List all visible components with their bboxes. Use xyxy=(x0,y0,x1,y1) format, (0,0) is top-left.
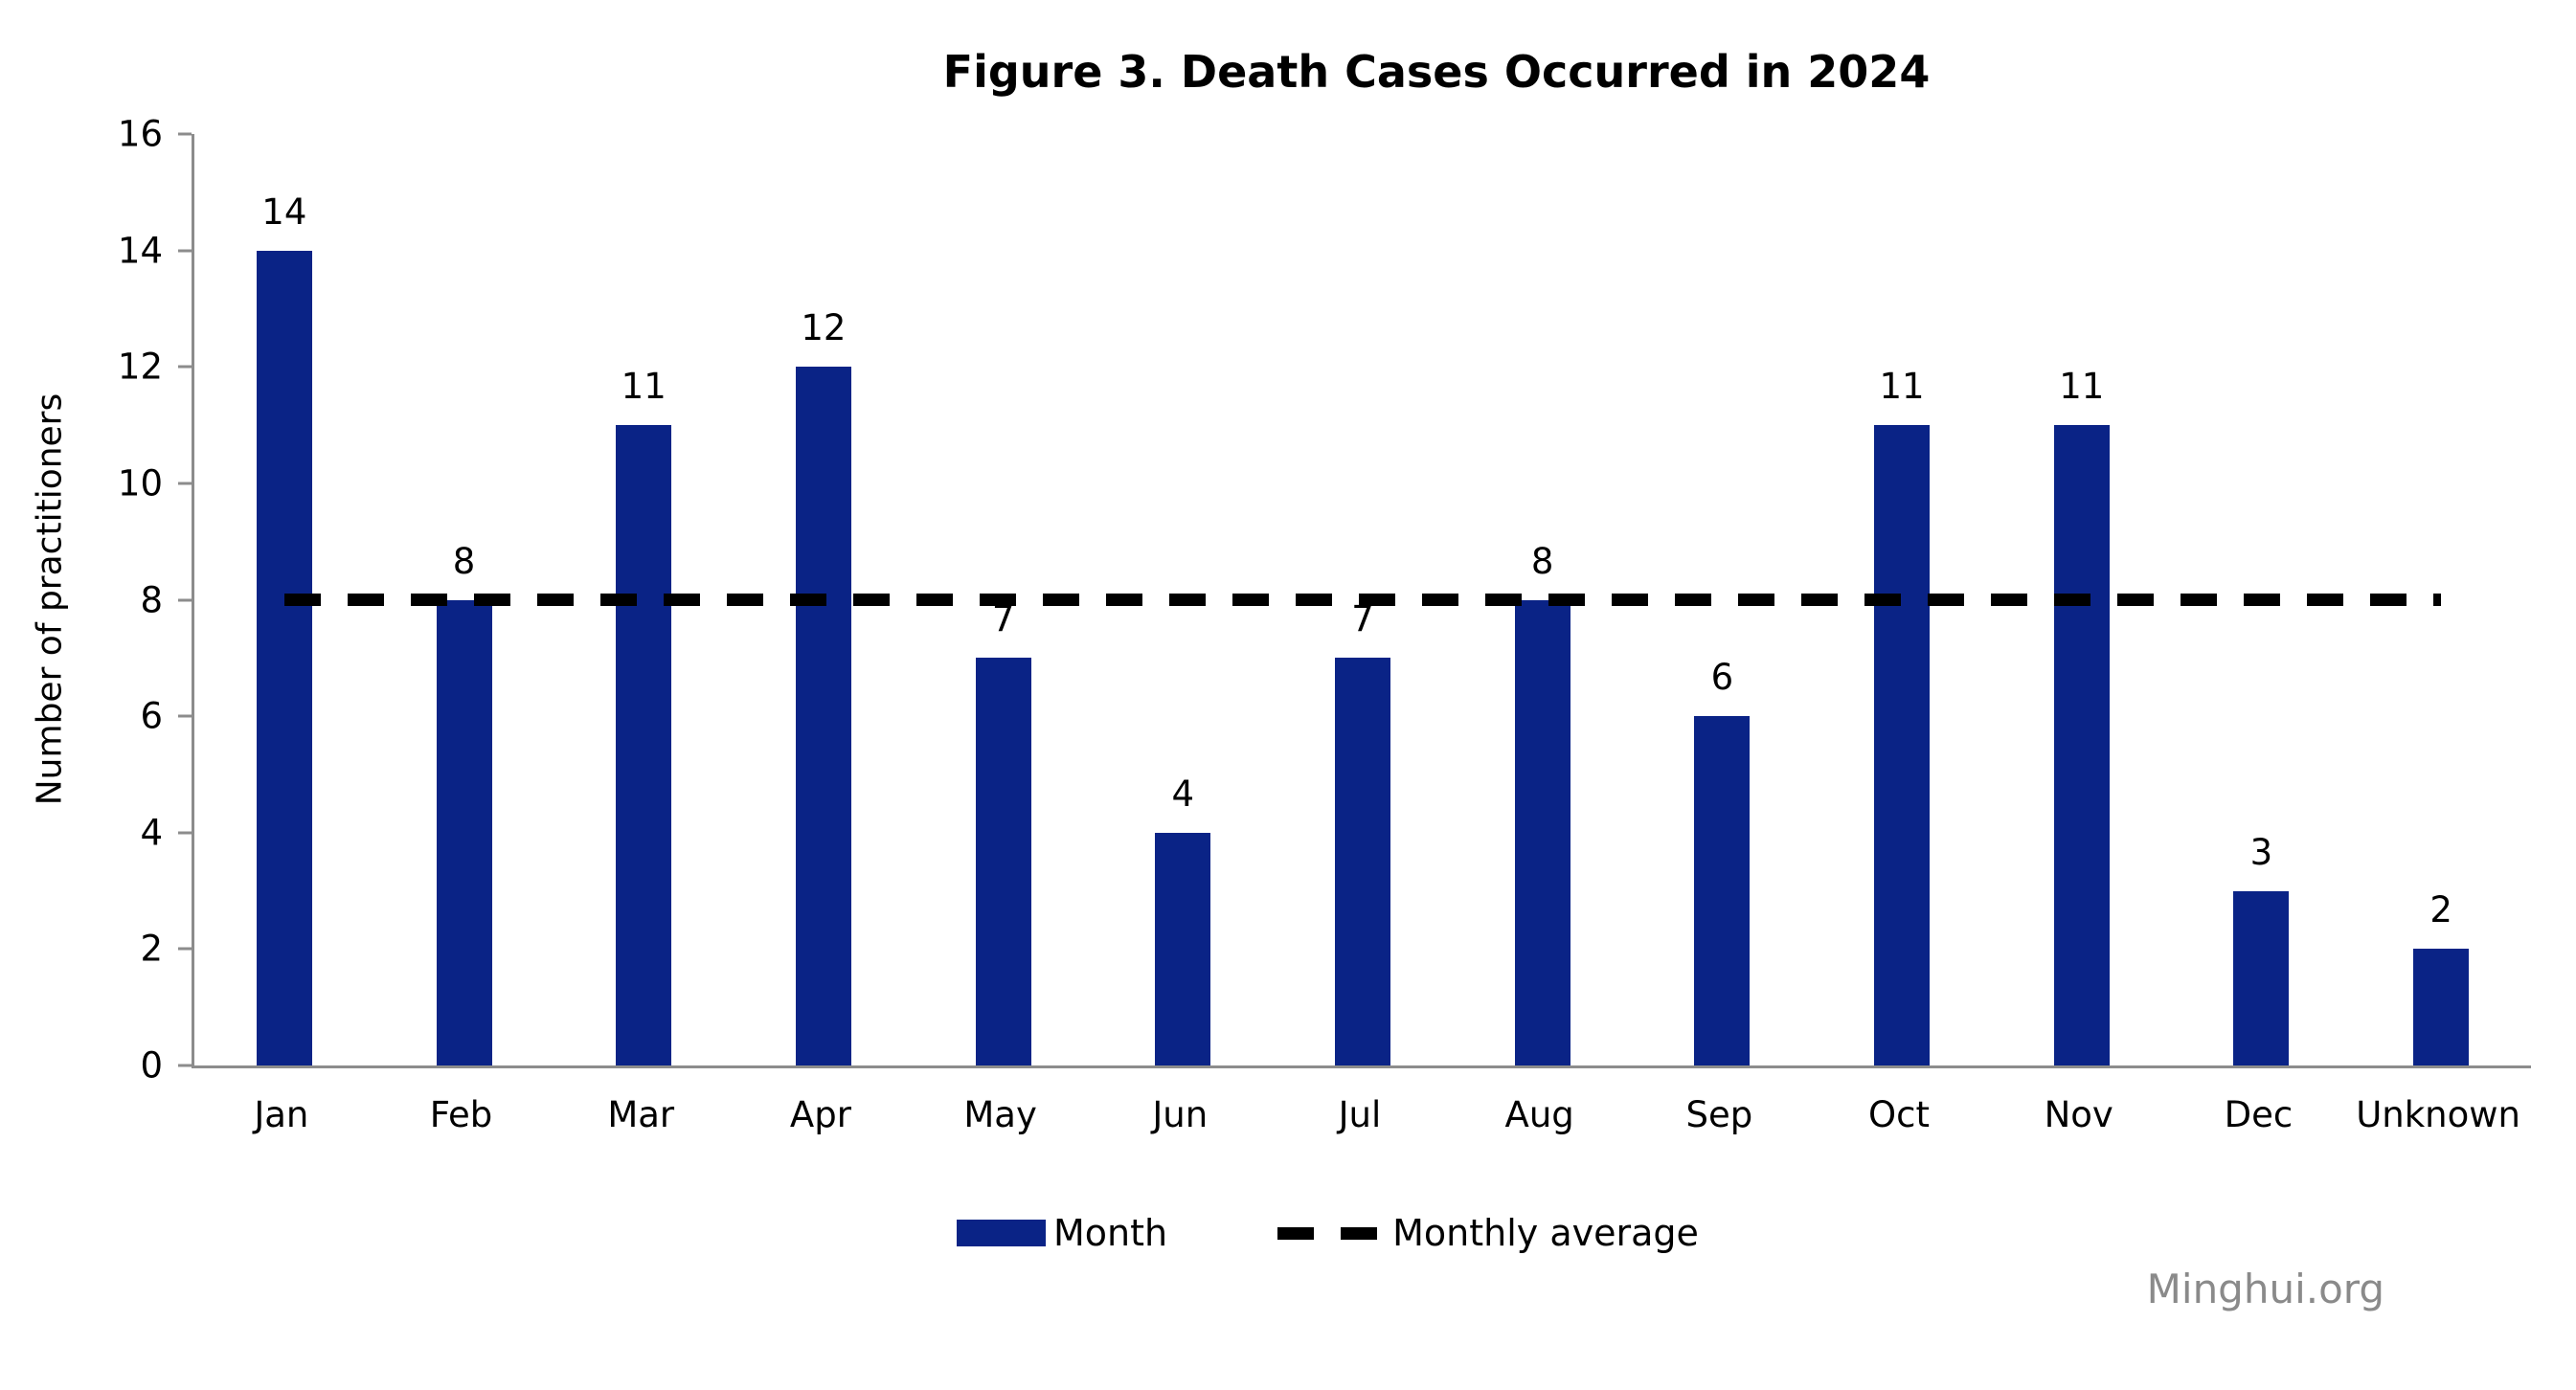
bar-unknown xyxy=(2413,949,2470,1065)
x-label-apr: Apr xyxy=(789,1094,851,1135)
bar-value-label-feb: 8 xyxy=(452,540,476,582)
y-tick-mark-0 xyxy=(178,1064,192,1067)
chart-title: Figure 3. Death Cases Occurred in 2024 xyxy=(942,46,1931,98)
x-label-nov: Nov xyxy=(2044,1094,2113,1135)
x-label-dec: Dec xyxy=(2224,1094,2294,1135)
bar-value-label-sep: 6 xyxy=(1710,657,1734,699)
watermark-minghui: Minghui.org xyxy=(2146,1266,2384,1312)
dash-segment xyxy=(1341,1226,1378,1240)
bar-dec xyxy=(2233,890,2290,1065)
y-tick-mark-6 xyxy=(178,714,192,718)
legend-item-average: Monthly average xyxy=(1167,1215,1699,1251)
y-axis-title: Number of practitioners xyxy=(30,392,70,806)
legend-item-month: Month xyxy=(957,1215,1167,1251)
y-tick-label-2: 2 xyxy=(140,928,163,970)
month-series-swatch xyxy=(957,1220,1046,1246)
x-axis-labels: Jan Feb Mar Apr May Jun Jul Aug Sep Oct Nov Dec Unkn… xyxy=(192,1091,2528,1139)
y-tick-label-10: 10 xyxy=(117,462,163,504)
y-tick-label-4: 4 xyxy=(140,812,163,854)
bar-value-label-nov: 11 xyxy=(2059,366,2105,408)
bar-feb xyxy=(436,599,492,1065)
y-tick-label-14: 14 xyxy=(117,230,163,272)
y-tick-mark-16 xyxy=(178,132,192,136)
x-label-jun: Jun xyxy=(1152,1094,1209,1135)
bar-value-label-unknown: 2 xyxy=(2429,889,2452,931)
monthly-average-line xyxy=(283,594,2442,606)
bar-may xyxy=(975,658,1031,1065)
y-tick-mark-4 xyxy=(178,831,192,835)
bar-value-label-mar: 11 xyxy=(621,366,667,408)
x-label-mar: Mar xyxy=(607,1094,675,1135)
y-tick-mark-2 xyxy=(178,947,192,951)
bar-apr xyxy=(795,367,851,1065)
y-tick-label-16: 16 xyxy=(117,113,163,155)
y-tick-mark-10 xyxy=(178,482,192,485)
x-label-oct: Oct xyxy=(1868,1094,1931,1135)
y-tick-mark-14 xyxy=(178,249,192,253)
y-tick-label-12: 12 xyxy=(117,346,163,388)
bar-value-label-dec: 3 xyxy=(2249,831,2273,873)
y-tick-mark-8 xyxy=(178,598,192,601)
dash-segment xyxy=(1277,1226,1315,1240)
bar-value-label-aug: 8 xyxy=(1530,540,1554,582)
x-label-jul: Jul xyxy=(1338,1094,1382,1135)
bar-oct xyxy=(1874,425,1931,1065)
plot-area: 0 2 4 6 8 10 12 14 16 14 8 11 12 7 4 7 8 6 11 11 3 2 xyxy=(118,117,2531,1084)
x-label-feb: Feb xyxy=(429,1094,493,1135)
x-label-jan: Jan xyxy=(254,1094,309,1135)
bar-sep xyxy=(1694,716,1751,1065)
bar-nov xyxy=(2053,425,2110,1065)
bar-value-label-oct: 11 xyxy=(1879,366,1925,408)
x-label-unknown: Unknown xyxy=(2356,1094,2520,1135)
bar-jun xyxy=(1155,832,1211,1065)
x-label-sep: Sep xyxy=(1685,1094,1753,1135)
x-label-aug: Aug xyxy=(1504,1094,1574,1135)
bar-aug xyxy=(1514,599,1570,1065)
bar-value-label-jan: 14 xyxy=(261,191,307,233)
legend: Month Monthly average xyxy=(957,1208,1699,1258)
legend-month-label: Month xyxy=(1053,1212,1168,1254)
legend-average-label: Monthly average xyxy=(1392,1212,1699,1254)
y-tick-label-0: 0 xyxy=(140,1044,163,1087)
bar-value-label-jul: 7 xyxy=(1351,598,1374,640)
bar-value-label-may: 7 xyxy=(991,598,1015,640)
x-label-may: May xyxy=(963,1094,1037,1135)
y-tick-label-8: 8 xyxy=(140,579,163,620)
bar-value-label-jun: 4 xyxy=(1171,773,1195,815)
y-tick-label-6: 6 xyxy=(140,695,163,737)
bar-mar xyxy=(616,425,672,1065)
bar-jul xyxy=(1335,658,1390,1065)
average-line-swatch xyxy=(1277,1226,1378,1240)
y-tick-mark-12 xyxy=(178,365,192,369)
bar-value-label-apr: 12 xyxy=(801,307,847,349)
bar-jan xyxy=(256,250,312,1065)
